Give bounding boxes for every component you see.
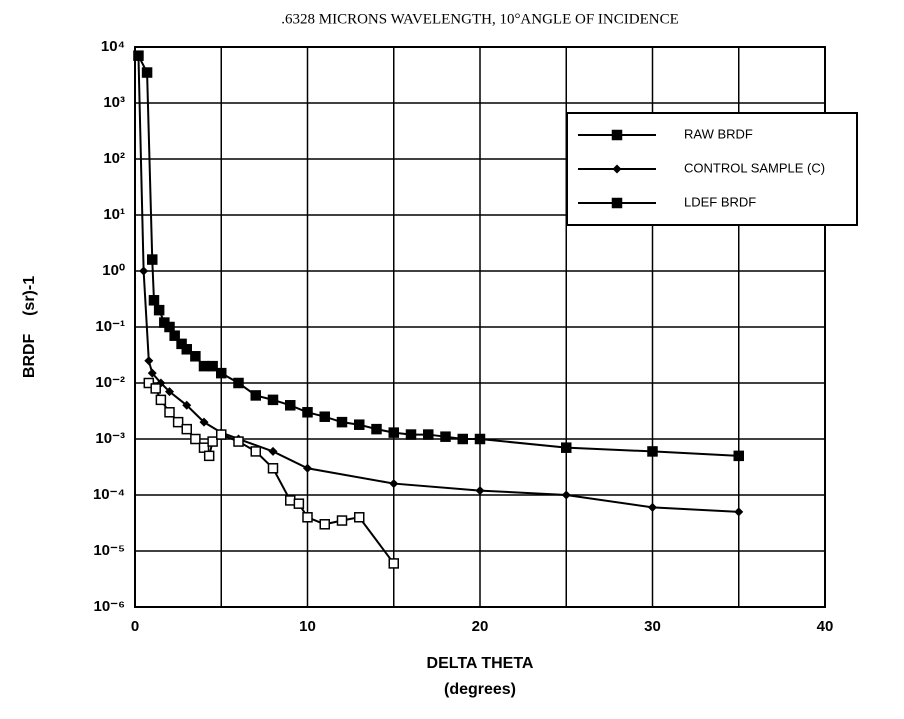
marker — [148, 295, 160, 306]
legend-label: CONTROL SAMPLE (C) — [684, 160, 825, 175]
marker — [250, 390, 261, 401]
marker — [267, 394, 279, 406]
marker — [207, 360, 218, 372]
x-axis-label: DELTA THETA — [427, 655, 534, 672]
marker — [190, 433, 201, 445]
marker — [440, 431, 451, 442]
marker — [647, 446, 658, 457]
marker — [285, 495, 296, 506]
marker — [216, 367, 227, 379]
marker — [611, 129, 623, 141]
marker — [293, 498, 305, 509]
y-tick-label: 10² — [103, 150, 125, 167]
marker — [250, 446, 261, 457]
marker — [147, 368, 157, 378]
marker — [147, 254, 158, 265]
marker — [181, 344, 192, 355]
marker — [203, 450, 215, 462]
legend-label: RAW BRDF — [684, 126, 753, 141]
marker — [207, 436, 218, 447]
marker — [165, 387, 174, 397]
y-tick-label: 10⁻⁶ — [93, 598, 125, 615]
marker — [336, 515, 348, 526]
y-tick-label: 10⁻³ — [95, 430, 125, 447]
marker — [169, 330, 180, 341]
marker — [141, 67, 153, 78]
marker — [233, 436, 244, 447]
marker — [153, 304, 165, 316]
marker — [268, 446, 278, 456]
marker — [648, 502, 657, 512]
x-tick-label: 10 — [299, 618, 316, 635]
marker — [388, 427, 399, 438]
marker — [371, 423, 382, 435]
marker — [233, 377, 244, 389]
y-tick-label: 10³ — [103, 94, 125, 111]
marker — [405, 429, 417, 440]
marker — [164, 321, 175, 333]
marker — [133, 51, 143, 61]
marker — [199, 417, 209, 427]
marker — [561, 490, 571, 500]
marker — [474, 433, 486, 445]
marker — [139, 266, 149, 276]
marker — [190, 351, 201, 362]
marker — [354, 419, 365, 430]
marker — [302, 407, 313, 418]
x-tick-label: 0 — [131, 618, 139, 635]
y-tick-label: 10⁻² — [95, 374, 125, 391]
marker — [319, 411, 330, 422]
y-tick-label: 10¹ — [103, 206, 125, 223]
y-axis-label: BRDF (sr)-1 — [21, 276, 38, 378]
marker — [423, 429, 434, 440]
chart-title: .6328 MICRONS WAVELENGTH, 10°ANGLE OF IN… — [281, 11, 679, 27]
y-tick-label: 10⁻⁵ — [93, 542, 125, 559]
marker — [561, 442, 572, 453]
marker — [611, 197, 623, 209]
marker — [733, 450, 744, 462]
plot-frame — [134, 46, 826, 608]
marker — [155, 394, 167, 406]
marker — [164, 407, 175, 418]
marker — [143, 377, 155, 389]
y-tick-label: 10⁻¹ — [95, 318, 125, 335]
marker — [216, 429, 227, 440]
marker — [182, 400, 192, 410]
y-tick-label: 10⁻⁴ — [93, 486, 125, 503]
marker — [457, 433, 468, 445]
marker — [389, 479, 399, 489]
marker — [612, 164, 622, 174]
marker — [302, 512, 313, 523]
y-tick-label: 10⁴ — [101, 38, 125, 55]
y-tick-label: 10⁰ — [102, 262, 125, 279]
marker — [150, 383, 161, 394]
x-tick-label: 30 — [644, 618, 661, 635]
marker — [267, 463, 279, 474]
marker — [303, 463, 312, 473]
marker — [181, 423, 192, 435]
marker — [388, 558, 399, 569]
marker — [144, 356, 154, 366]
marker — [198, 360, 210, 372]
marker — [285, 400, 296, 411]
marker — [475, 486, 485, 496]
marker — [172, 416, 184, 428]
x-axis-sublabel: (degrees) — [444, 681, 516, 698]
legend: RAW BRDF CONTROL SAMPLE (C) LDEF BRDF — [566, 112, 858, 226]
marker — [336, 416, 348, 428]
marker — [319, 519, 330, 530]
x-tick-label: 20 — [472, 618, 489, 635]
x-tick-label: 40 — [817, 618, 834, 635]
marker — [354, 512, 365, 523]
marker — [734, 507, 744, 517]
legend-label: LDEF BRDF — [684, 194, 756, 209]
